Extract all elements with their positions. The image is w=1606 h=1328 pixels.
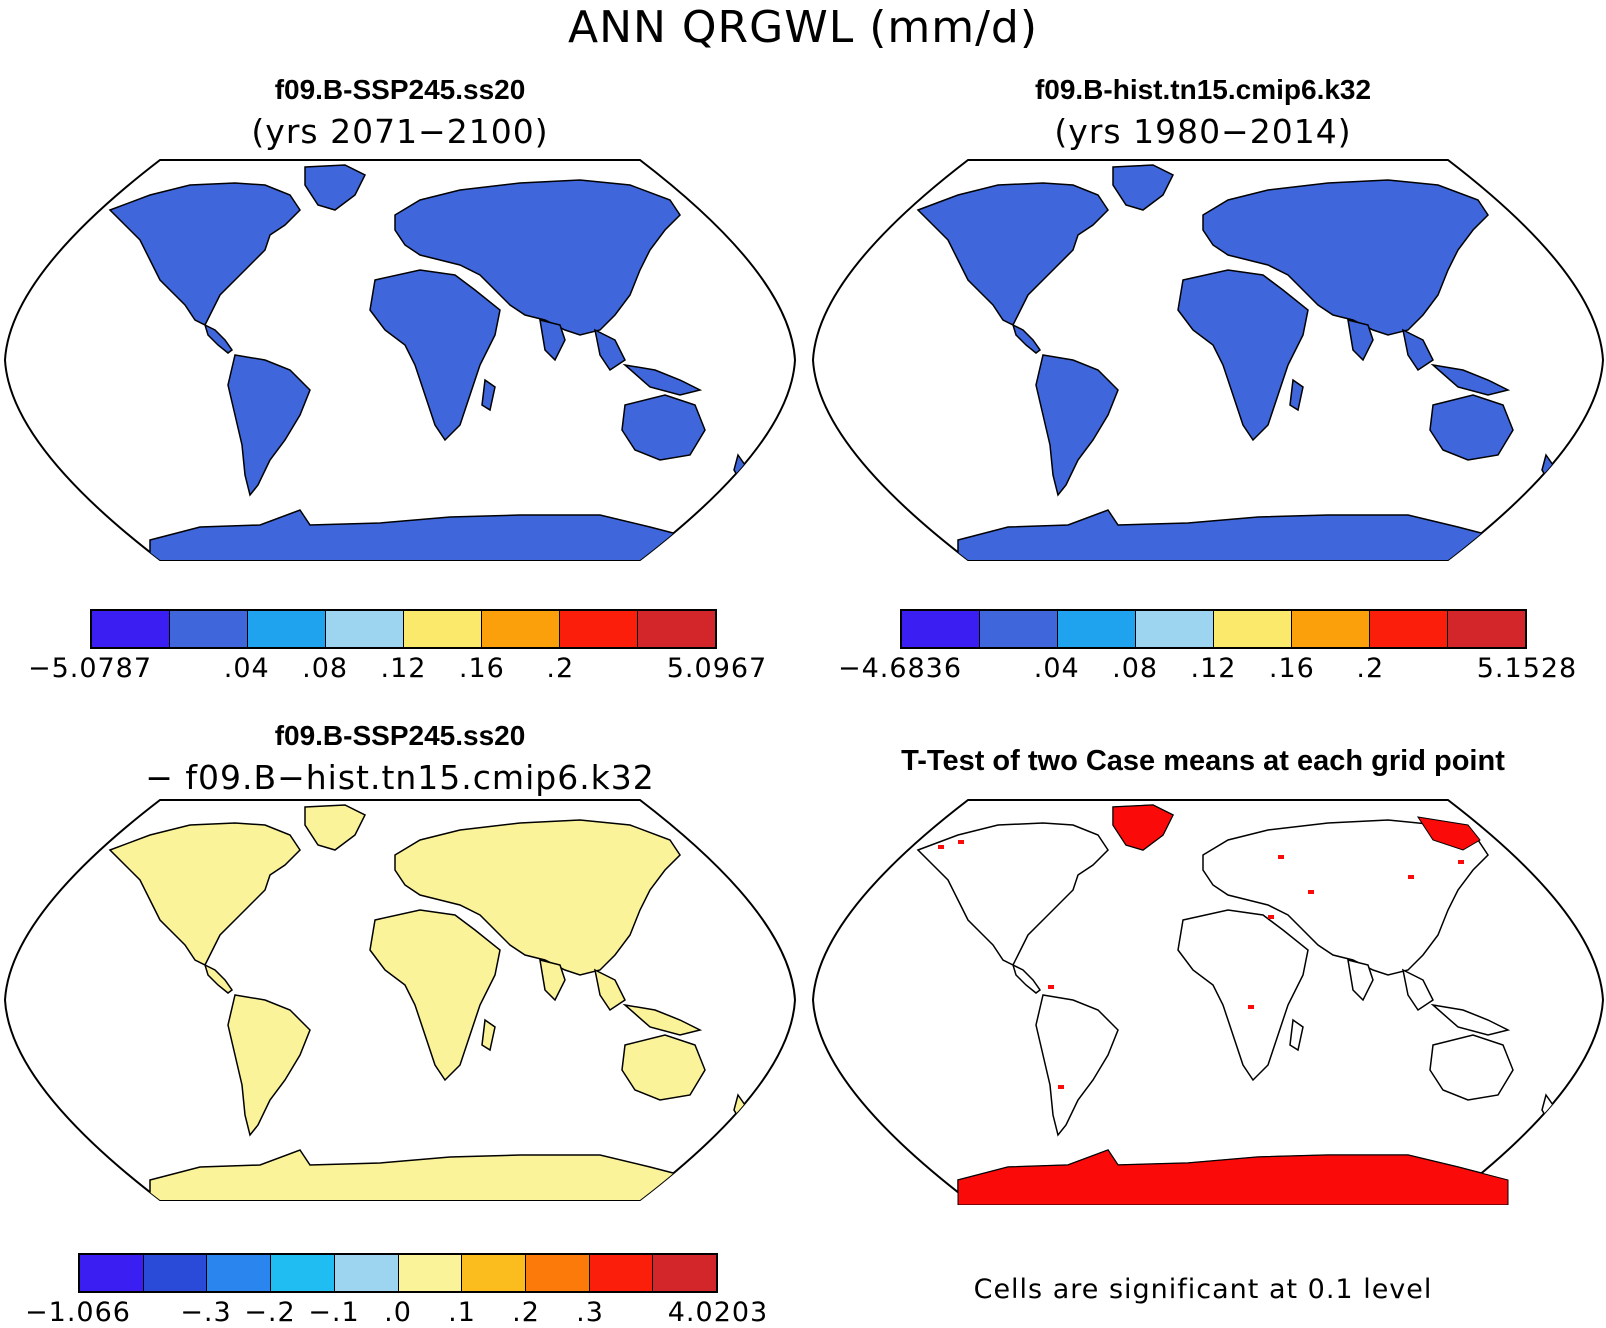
colorbar-label: .3 xyxy=(576,1297,604,1328)
colorbar-segment xyxy=(525,1255,590,1291)
colorbar-segment xyxy=(207,1255,272,1291)
colorbar-segment xyxy=(638,611,715,647)
colorbar-label: −5.0787 xyxy=(27,653,153,684)
colorbar-label: 4.0203 xyxy=(667,1297,769,1328)
colorbar-segment xyxy=(334,1255,399,1291)
colorbar-label: .08 xyxy=(302,653,349,684)
colorbar-segment xyxy=(462,1255,526,1291)
colorbar-segment xyxy=(404,611,482,647)
colorbar-segment xyxy=(143,1255,208,1291)
map-panel-1 xyxy=(3,159,797,561)
colorbar-label: .2 xyxy=(512,1297,540,1328)
significant-region xyxy=(957,1149,1509,1205)
colorbar-segment xyxy=(482,611,560,647)
map-panel-4 xyxy=(811,799,1605,1205)
panel-1-title: f09.B-SSP245.ss20 xyxy=(274,74,526,105)
significance-note: Cells are significant at 0.1 level xyxy=(973,1274,1433,1305)
significant-cell xyxy=(1408,875,1414,879)
colorbar-segment xyxy=(80,1255,144,1291)
colorbar-segment xyxy=(980,611,1058,647)
colorbar-segment xyxy=(1448,611,1525,647)
colorbar-segment xyxy=(653,1255,717,1291)
colorbar-panel-2 xyxy=(900,609,1527,649)
colorbar-label: .08 xyxy=(1112,653,1159,684)
colorbar-label: .04 xyxy=(1033,653,1080,684)
colorbar-segment xyxy=(589,1255,654,1291)
significant-cell xyxy=(1268,915,1274,919)
colorbar-segment xyxy=(1292,611,1370,647)
colorbar-label: .2 xyxy=(546,653,575,684)
colorbar-label: −.3 xyxy=(180,1297,232,1328)
colorbar-label: .12 xyxy=(380,653,427,684)
significant-cell xyxy=(1048,985,1054,989)
significant-cell xyxy=(1248,1005,1254,1009)
colorbar-segment xyxy=(1214,611,1292,647)
map-panel-3 xyxy=(3,799,797,1201)
significant-cell xyxy=(1458,860,1464,864)
panel-4-title: T-Test of two Case means at each grid po… xyxy=(901,745,1505,777)
colorbar-label: .16 xyxy=(458,653,505,684)
colorbar-segment xyxy=(902,611,980,647)
colorbar-label: 5.0967 xyxy=(666,653,768,684)
colorbar-label: .2 xyxy=(1356,653,1385,684)
colorbar-segment xyxy=(1370,611,1448,647)
significant-region xyxy=(1416,816,1481,851)
panel-1-subtitle: (yrs 2071−2100) xyxy=(251,112,549,151)
colorbar-segment xyxy=(1136,611,1214,647)
colorbar-label: .1 xyxy=(448,1297,476,1328)
colorbar-panel-1 xyxy=(90,609,717,649)
colorbar-label: .12 xyxy=(1190,653,1237,684)
colorbar-label: −1.066 xyxy=(25,1297,131,1328)
colorbar-segment xyxy=(92,611,170,647)
colorbar-segment xyxy=(398,1255,463,1291)
panel-3-title: f09.B-SSP245.ss20 xyxy=(274,720,526,751)
significant-cell xyxy=(938,845,944,849)
colorbar-label: −4.6836 xyxy=(837,653,963,684)
panel-2-subtitle: (yrs 1980−2014) xyxy=(1054,112,1352,151)
figure-title: ANN QRGWL (mm/d) xyxy=(567,2,1039,53)
colorbar-segment xyxy=(560,611,638,647)
colorbar-label: .04 xyxy=(223,653,270,684)
colorbar-label: .0 xyxy=(384,1297,412,1328)
colorbar-panel-3 xyxy=(78,1253,718,1293)
panel-3-subtitle: − f09.B−hist.tn15.cmip6.k32 xyxy=(145,758,655,797)
colorbar-label: −.2 xyxy=(244,1297,296,1328)
significant-cell xyxy=(958,840,964,844)
significant-region xyxy=(1112,804,1174,851)
colorbar-label: −.1 xyxy=(308,1297,360,1328)
colorbar-segment xyxy=(170,611,248,647)
significant-cell xyxy=(1278,855,1284,859)
colorbar-segment xyxy=(1058,611,1136,647)
colorbar-label: .16 xyxy=(1268,653,1315,684)
significant-cell xyxy=(1308,890,1314,894)
panel-2-title: f09.B-hist.tn15.cmip6.k32 xyxy=(1034,74,1372,105)
colorbar-segment xyxy=(248,611,326,647)
colorbar-segment xyxy=(326,611,404,647)
significant-cell xyxy=(1058,1085,1064,1089)
map-panel-2 xyxy=(811,159,1605,561)
colorbar-label: 5.1528 xyxy=(1476,653,1578,684)
colorbar-segment xyxy=(271,1255,335,1291)
